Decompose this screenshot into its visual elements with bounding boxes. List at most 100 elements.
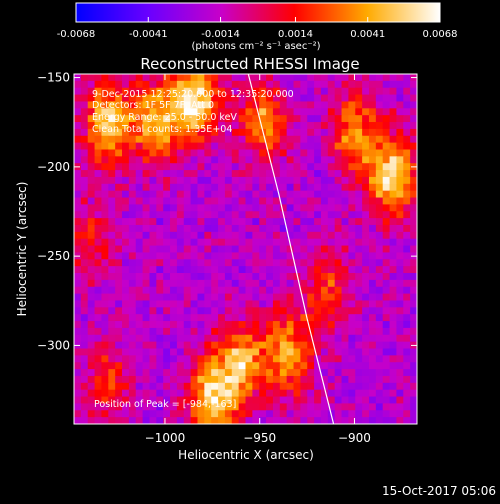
heatmap-cell bbox=[218, 211, 226, 219]
heatmap-cell bbox=[355, 375, 363, 384]
heatmap-cell bbox=[245, 300, 253, 308]
heatmap-cell bbox=[87, 348, 96, 356]
heatmap-cell bbox=[300, 197, 308, 205]
heatmap-cell bbox=[403, 74, 411, 82]
heatmap-cell bbox=[149, 149, 157, 157]
heatmap-cell bbox=[231, 382, 240, 391]
heatmap-cell bbox=[410, 286, 417, 295]
heatmap-cell bbox=[115, 327, 123, 336]
heatmap-cell bbox=[320, 417, 329, 424]
heatmap-cell bbox=[115, 74, 123, 82]
heatmap-cell bbox=[314, 396, 322, 405]
heatmap-cell bbox=[320, 211, 329, 219]
heatmap-cell bbox=[183, 238, 192, 247]
heatmap-cell bbox=[327, 156, 336, 164]
heatmap-cell bbox=[183, 218, 192, 226]
heatmap-cell bbox=[87, 231, 96, 240]
heatmap-cell bbox=[368, 369, 377, 377]
heatmap-cell bbox=[382, 341, 391, 350]
heatmap-cell bbox=[403, 190, 411, 199]
heatmap-cell bbox=[355, 245, 363, 254]
heatmap-cell bbox=[176, 224, 185, 233]
heatmap-cell bbox=[334, 156, 343, 164]
heatmap-cell bbox=[279, 170, 288, 178]
heatmap-cell bbox=[231, 410, 240, 418]
heatmap-cell bbox=[149, 101, 157, 109]
heatmap-cell bbox=[190, 231, 199, 240]
heatmap-cell bbox=[266, 259, 274, 267]
heatmap-cell bbox=[355, 108, 363, 116]
heatmap-cell bbox=[204, 204, 212, 212]
heatmap-cell bbox=[218, 321, 226, 329]
heatmap-cell bbox=[300, 135, 308, 144]
heatmap-cell bbox=[334, 204, 343, 212]
heatmap-cell bbox=[293, 382, 301, 391]
heatmap-cell bbox=[272, 293, 281, 302]
heatmap-cell bbox=[94, 410, 103, 418]
heatmap-cell bbox=[245, 149, 253, 157]
heatmap-cell bbox=[300, 403, 308, 411]
heatmap-cell bbox=[122, 101, 130, 109]
heatmap-cell bbox=[156, 341, 164, 350]
heatmap-cell bbox=[176, 382, 185, 391]
heatmap-cell bbox=[156, 396, 164, 405]
heatmap-cell bbox=[218, 389, 226, 398]
heatmap-cell bbox=[94, 375, 103, 384]
heatmap-cell bbox=[218, 382, 226, 391]
heatmap-cell bbox=[135, 149, 144, 157]
heatmap-cell bbox=[334, 334, 343, 343]
heatmap-cell bbox=[163, 273, 171, 281]
heatmap-cell bbox=[135, 293, 144, 302]
heatmap-cell bbox=[115, 293, 123, 302]
heatmap-cell bbox=[218, 300, 226, 308]
heatmap-cell bbox=[224, 396, 233, 405]
heatmap-cell bbox=[314, 300, 322, 308]
heatmap-cell bbox=[224, 122, 233, 130]
heatmap-cell bbox=[204, 355, 212, 363]
heatmap-cell bbox=[224, 128, 233, 137]
heatmap-cell bbox=[279, 176, 288, 185]
heatmap-cell bbox=[128, 163, 137, 171]
heatmap-cell bbox=[375, 108, 384, 116]
heatmap-cell bbox=[190, 293, 199, 302]
heatmap-cell bbox=[74, 279, 82, 288]
heatmap-cell bbox=[382, 101, 391, 109]
heatmap-cell bbox=[279, 279, 288, 288]
heatmap-cell bbox=[272, 389, 281, 398]
heatmap-cell bbox=[279, 218, 288, 226]
heatmap-cell bbox=[211, 149, 219, 157]
heatmap-cell bbox=[74, 108, 82, 116]
heatmap-cell bbox=[348, 163, 356, 171]
heatmap-cell bbox=[341, 396, 349, 405]
heatmap-cell bbox=[272, 348, 281, 356]
heatmap-cell bbox=[368, 375, 377, 384]
heatmap-cell bbox=[128, 142, 137, 151]
heatmap-cell bbox=[279, 348, 288, 356]
heatmap-cell bbox=[334, 314, 343, 322]
heatmap-cell bbox=[156, 80, 164, 89]
heatmap-cell bbox=[183, 170, 192, 178]
heatmap-cell bbox=[115, 410, 123, 418]
heatmap-cell bbox=[293, 176, 301, 185]
heatmap-cell bbox=[170, 314, 178, 322]
heatmap-cell bbox=[355, 101, 363, 109]
heatmap-cell bbox=[101, 362, 109, 370]
heatmap-cell bbox=[389, 348, 398, 356]
heatmap-cell bbox=[149, 396, 157, 405]
heatmap-cell bbox=[80, 321, 89, 329]
heatmap-cell bbox=[149, 94, 157, 103]
heatmap-cell bbox=[156, 293, 164, 302]
heatmap-cell bbox=[218, 238, 226, 247]
heatmap-cell bbox=[403, 245, 411, 254]
heatmap-cell bbox=[190, 108, 199, 116]
heatmap-cell bbox=[122, 156, 130, 164]
heatmap-cell bbox=[142, 327, 151, 336]
heatmap-cell bbox=[266, 355, 274, 363]
heatmap-cell bbox=[314, 197, 322, 205]
heatmap-cell bbox=[115, 279, 123, 288]
heatmap-cell bbox=[190, 197, 199, 205]
heatmap-cell bbox=[334, 417, 343, 424]
heatmap-cell bbox=[211, 382, 219, 391]
heatmap-cell bbox=[410, 307, 417, 315]
heatmap-cell bbox=[410, 327, 417, 336]
